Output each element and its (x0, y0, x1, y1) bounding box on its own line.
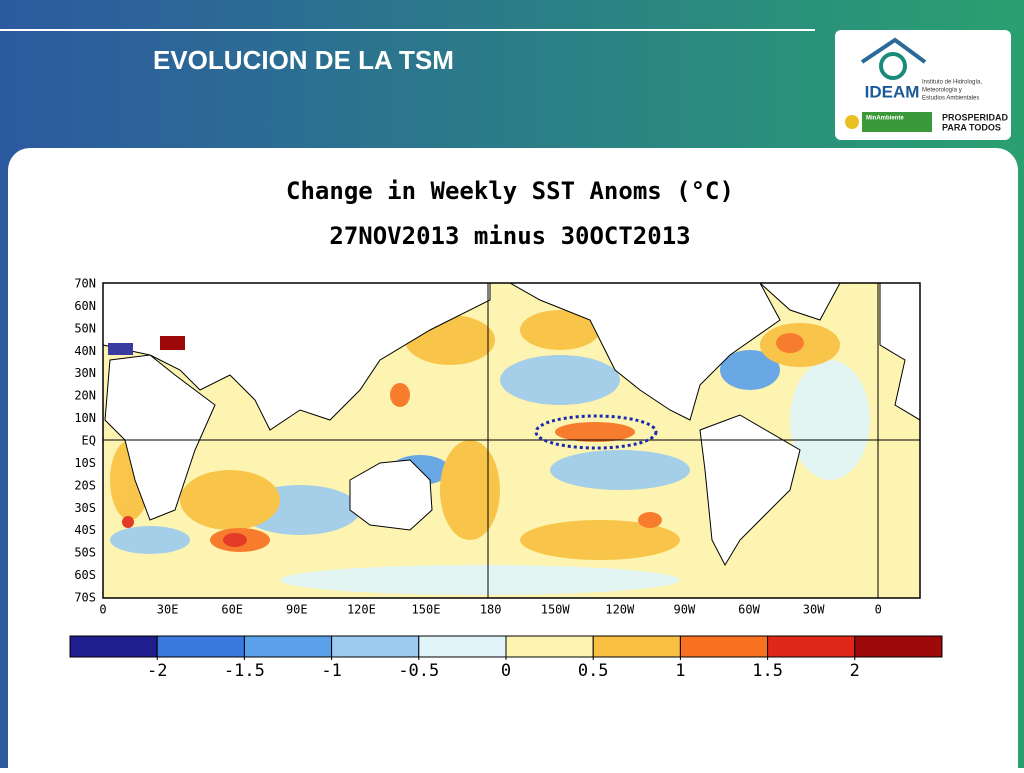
colorbar-label: -2 (147, 661, 167, 681)
lat-label: 20N (74, 389, 96, 403)
lon-label: 120W (605, 603, 635, 617)
land (103, 283, 920, 567)
lat-label: 70N (74, 277, 96, 291)
lon-label: 60E (221, 603, 243, 617)
lon-label: 30E (157, 603, 179, 617)
color-box (156, 635, 245, 658)
lat-label: 60S (74, 568, 96, 582)
map-title: Change in Weekly SST Anoms (°C) (286, 177, 734, 205)
colorbar-label: 0 (501, 661, 511, 681)
lat-label: 20S (74, 478, 96, 492)
slide-title: EVOLUCION DE LA TSM (153, 45, 454, 75)
lat-label: 50S (74, 546, 96, 560)
lon-label: 150E (412, 603, 441, 617)
logo-swirl (879, 52, 907, 80)
logo-name: IDEAM (865, 82, 920, 101)
seal (845, 115, 859, 129)
colorbar-label: 1 (675, 661, 685, 681)
color-box (69, 635, 158, 658)
map (103, 283, 920, 598)
slogan: PARA TODOS (942, 122, 1001, 132)
colorbar-label: 0.5 (578, 661, 609, 681)
lat-label: 70S (74, 591, 96, 605)
colorbar-label: -1 (321, 661, 341, 681)
lat-label: 30S (74, 501, 96, 515)
lat-label: 40S (74, 523, 96, 537)
anomaly (108, 343, 133, 355)
color-box (331, 635, 420, 658)
anomaly (160, 336, 185, 350)
logo-roof (860, 37, 927, 64)
lon-label: 90E (286, 603, 308, 617)
lat-label: 10S (74, 456, 96, 470)
map-frame (102, 282, 921, 599)
color-box (679, 635, 769, 658)
ministry: MinAmbiente (866, 116, 904, 122)
map-subtitle: 27NOV2013 minus 30OCT2013 (329, 222, 690, 250)
lat-label: 50N (74, 321, 96, 335)
lon-label: 60W (738, 603, 760, 617)
lon-label: 180 (480, 603, 502, 617)
color-box (592, 635, 681, 658)
lon-label: 150W (541, 603, 571, 617)
lon-label: 0 (875, 603, 882, 617)
colorbar-label: 2 (850, 661, 860, 681)
highlight-ellipse (534, 414, 658, 450)
anomalies (110, 310, 870, 595)
lon-label: 30W (803, 603, 825, 617)
lon-label: 120E (347, 603, 376, 617)
logo: IDEAM Instituto de Hidrología, Meteorolo… (835, 30, 1011, 140)
colorbar-label: -1.5 (224, 661, 265, 681)
color-box (767, 635, 856, 658)
lat-label: EQ (82, 434, 96, 448)
lat-label: 60N (74, 299, 96, 313)
colorbar-label: 1.5 (752, 661, 783, 681)
color-box (505, 635, 594, 658)
logo-text: Estudios Ambientales (922, 96, 979, 102)
color-box (418, 635, 507, 658)
lat-label: 40N (74, 344, 96, 358)
logo-text: Meteorología y (922, 88, 962, 94)
ministry-box (862, 112, 932, 132)
lat-label: 30N (74, 366, 96, 380)
slogan: PROSPERIDAD (942, 112, 1009, 122)
lon-label: 0 (99, 603, 106, 617)
color-box (243, 635, 333, 658)
logo-text: Instituto de Hidrología, (922, 80, 982, 86)
colorbar-label: -0.5 (398, 661, 439, 681)
lat-label: 10N (74, 411, 96, 425)
lon-label: 90W (674, 603, 696, 617)
color-box (854, 635, 943, 658)
